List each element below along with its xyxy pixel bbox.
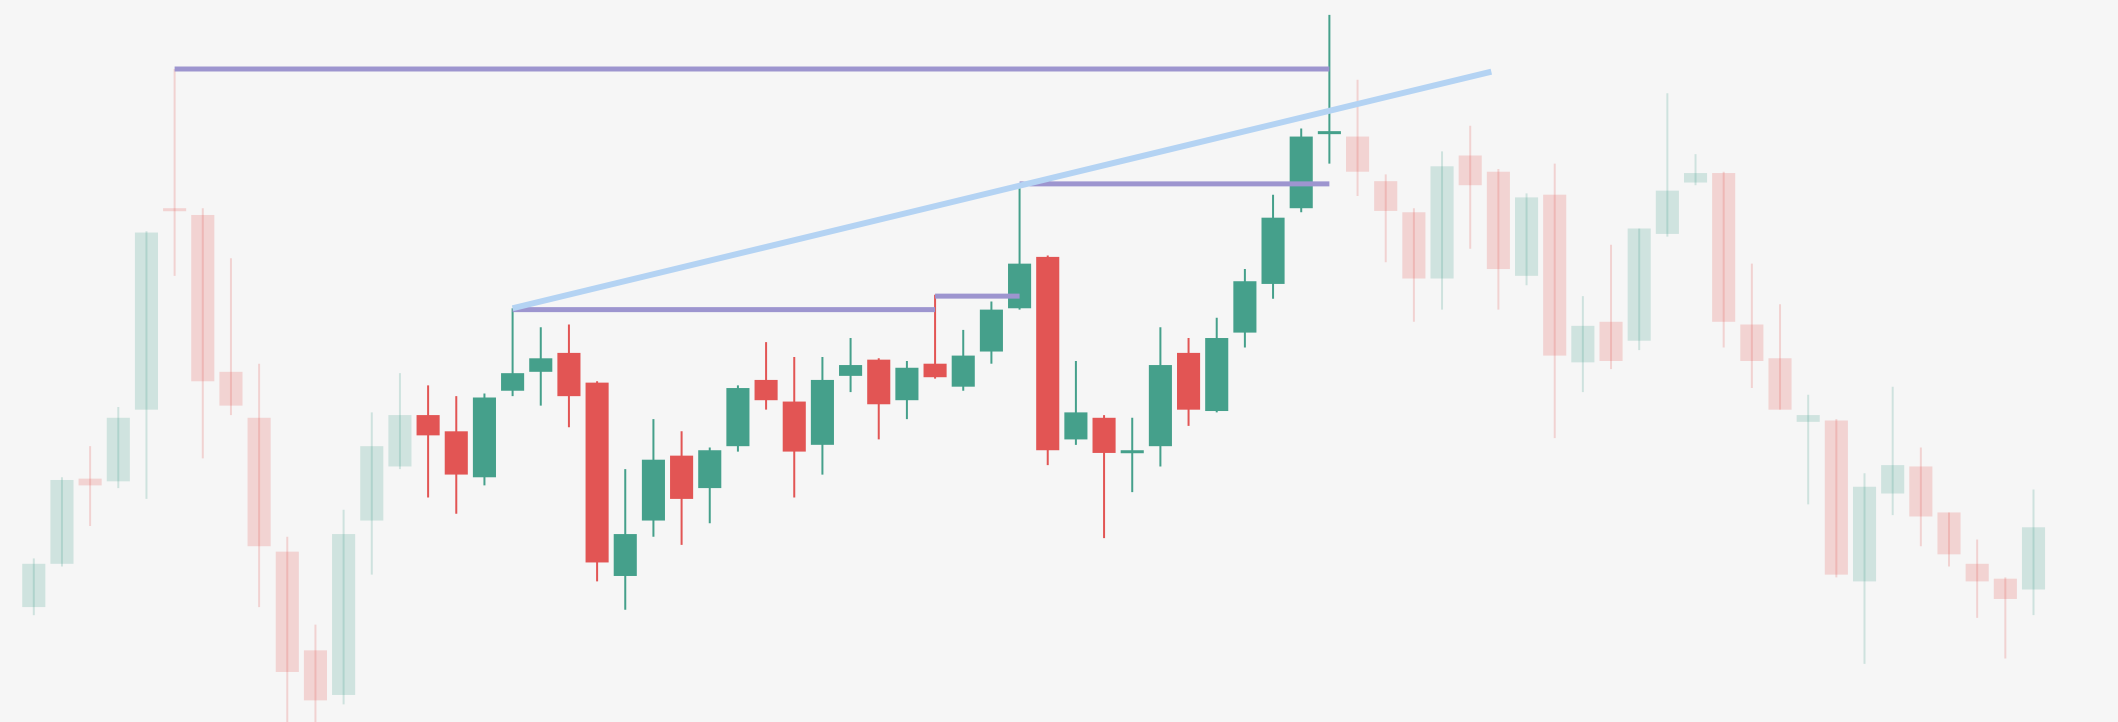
candle-body <box>613 534 637 576</box>
candle-body <box>1120 450 1144 454</box>
candle-body <box>1008 263 1032 309</box>
candle-body <box>1289 136 1313 209</box>
candle-body <box>1571 325 1595 363</box>
candle-body <box>163 208 187 212</box>
candle-body <box>529 358 553 372</box>
candle-body <box>641 459 665 521</box>
candle-body <box>247 417 271 547</box>
candle-body <box>191 214 215 382</box>
candle-body <box>1937 512 1961 555</box>
candle-body <box>951 355 975 387</box>
candle-body <box>698 450 722 489</box>
candle-body <box>1374 181 1398 211</box>
candle-body <box>1430 166 1454 279</box>
candle-body <box>1148 365 1172 447</box>
candle-body <box>754 379 778 401</box>
candle-body <box>1346 136 1370 172</box>
candle-body <box>1599 321 1623 361</box>
candle-body <box>810 379 834 445</box>
candle-body <box>726 388 750 447</box>
candle-body <box>360 446 384 521</box>
candle-body <box>22 563 46 608</box>
candle-body <box>1261 217 1285 284</box>
candle-body <box>1627 228 1651 341</box>
candle-body <box>1740 324 1764 361</box>
candle-body <box>219 371 243 406</box>
candle-body <box>1965 563 1989 582</box>
candle-body <box>1064 412 1088 440</box>
candle-body <box>839 365 863 376</box>
candle-body <box>782 401 806 452</box>
candle-body <box>78 478 102 486</box>
candle-body <box>416 415 440 436</box>
candle-body <box>501 373 525 391</box>
candle-body <box>388 415 412 467</box>
candle-body <box>444 431 468 475</box>
candle-body <box>1824 420 1848 575</box>
candle-body <box>585 382 609 563</box>
candle-body <box>1233 281 1257 333</box>
candle-body <box>1543 194 1567 356</box>
candle-body <box>895 367 919 401</box>
candle-body <box>557 352 581 397</box>
candle-body <box>923 363 947 378</box>
candle-body <box>1909 466 1933 517</box>
candle-body <box>1768 358 1792 410</box>
candle-body <box>275 551 299 672</box>
candle-body <box>867 359 891 405</box>
candle-body <box>1655 190 1679 234</box>
candle-body <box>50 479 74 564</box>
candle-body <box>979 309 1003 352</box>
candle-body <box>332 534 356 695</box>
candle-body <box>1683 173 1708 183</box>
candle-body <box>303 650 327 701</box>
candle-body <box>472 397 496 478</box>
candle-body <box>106 417 130 482</box>
candle-body <box>1514 197 1539 276</box>
candle-body <box>1036 256 1060 451</box>
candle-body <box>1092 417 1116 453</box>
candle-body <box>1852 486 1877 582</box>
candle-body <box>1993 578 2017 599</box>
candle-body <box>1205 338 1229 412</box>
candle-body <box>1881 465 1905 494</box>
candle-body <box>670 455 694 499</box>
candle-body <box>2021 527 2046 590</box>
candle-body <box>1317 131 1341 135</box>
candle-body <box>1177 352 1201 410</box>
candle-body <box>1486 171 1510 270</box>
candle-body <box>1712 173 1736 322</box>
candle-body <box>1458 155 1482 186</box>
candle-body <box>134 232 159 410</box>
trend-line <box>511 68 1493 312</box>
candle-body <box>1402 212 1426 279</box>
candle-body <box>1796 415 1820 422</box>
